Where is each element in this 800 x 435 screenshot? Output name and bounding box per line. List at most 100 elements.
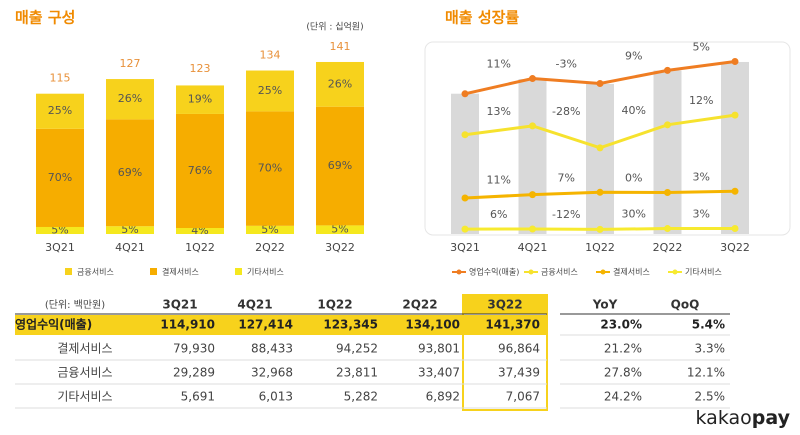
chart-title: 매출 성장률 xyxy=(445,9,519,27)
total-label: 141 xyxy=(330,40,351,53)
x-tick-label: 3Q21 xyxy=(450,241,480,254)
row-label: 결제서비스 xyxy=(57,342,112,356)
bar-segment xyxy=(106,226,154,234)
table-cell: 27.8% xyxy=(604,366,642,380)
value-label: 76% xyxy=(188,164,212,177)
series-point xyxy=(664,66,671,74)
table-header: 4Q21 xyxy=(237,298,272,312)
bar-segment xyxy=(316,106,364,226)
series-point xyxy=(664,188,671,196)
growth-label: 30% xyxy=(622,208,646,221)
row-label: 영업수익(매출) xyxy=(15,317,92,332)
value-label: 26% xyxy=(328,77,352,90)
table-cell: 114,910 xyxy=(160,318,215,332)
value-label: 5% xyxy=(331,223,348,236)
bar-segment xyxy=(316,61,364,107)
row-label: 금융서비스 xyxy=(57,366,112,380)
series-point xyxy=(529,75,536,83)
table-cell: 33,407 xyxy=(418,366,460,380)
growth-label: -3% xyxy=(556,58,577,71)
growth-label: 9% xyxy=(625,49,642,62)
growth-label: 3% xyxy=(693,170,710,183)
total-label: 127 xyxy=(120,57,141,70)
bar-segment xyxy=(316,225,364,234)
series-point xyxy=(529,191,536,199)
bar-segment xyxy=(36,93,84,129)
background-bar xyxy=(721,61,749,235)
series-point xyxy=(596,144,604,152)
bar-segment xyxy=(106,119,154,227)
legend-label: 기타서비스 xyxy=(685,268,722,277)
growth-label: 13% xyxy=(487,105,511,118)
x-tick-label: 2Q22 xyxy=(653,241,683,254)
legend-swatch xyxy=(65,268,72,275)
table-cell: 141,370 xyxy=(485,318,540,332)
legend-label: 기타서비스 xyxy=(247,268,284,277)
series-point xyxy=(461,131,469,139)
table-header: QoQ xyxy=(671,298,700,312)
series-point xyxy=(731,58,739,66)
series-point xyxy=(461,225,469,233)
legend-dot xyxy=(600,269,606,275)
series-point xyxy=(731,187,739,195)
table-cell: 29,289 xyxy=(173,366,215,380)
total-label: 123 xyxy=(190,62,211,75)
table-cell: 7,067 xyxy=(506,390,540,404)
growth-label: -12% xyxy=(552,208,580,221)
table-cell: 127,414 xyxy=(238,318,293,332)
series-point xyxy=(731,111,739,119)
bar-segment xyxy=(246,225,294,234)
bar-segment xyxy=(36,226,84,234)
value-label: 26% xyxy=(118,92,142,105)
table-cell: 5.4% xyxy=(692,318,725,332)
table-cell: 96,864 xyxy=(498,342,540,356)
x-tick-label: 4Q21 xyxy=(518,241,548,254)
legend-dot xyxy=(672,269,678,275)
series-point xyxy=(664,225,671,233)
legend-swatch xyxy=(150,268,157,275)
table-header: 1Q22 xyxy=(317,298,352,312)
growth-label: 40% xyxy=(622,104,646,117)
series-point xyxy=(461,194,469,202)
growth-label: 7% xyxy=(558,171,575,184)
legend-label: 결제서비스 xyxy=(613,267,650,277)
bar-segment xyxy=(36,128,84,227)
x-tick-label: 3Q22 xyxy=(720,241,750,254)
x-tick-label: 3Q22 xyxy=(325,241,355,254)
growth-label: 0% xyxy=(625,171,642,184)
series-point xyxy=(731,224,739,232)
value-label: 5% xyxy=(121,223,138,236)
table-cell: 24.2% xyxy=(604,390,642,404)
legend-dot xyxy=(528,269,534,275)
legend-label: 결제서비스 xyxy=(162,267,199,277)
series-point xyxy=(461,90,469,98)
value-label: 25% xyxy=(258,84,282,97)
value-label: 69% xyxy=(328,159,352,172)
row-highlight xyxy=(15,315,547,335)
plot-frame xyxy=(424,41,791,236)
table-cell: 23,811 xyxy=(336,366,378,380)
growth-label: -28% xyxy=(552,105,580,118)
value-label: 70% xyxy=(258,162,282,175)
value-label: 69% xyxy=(118,166,142,179)
brand-suffix: pay xyxy=(752,407,791,429)
background-bar xyxy=(586,83,614,234)
bar-segment xyxy=(246,111,294,226)
brand-logo: kakaopay xyxy=(696,407,791,429)
table-cell: 37,439 xyxy=(498,366,540,380)
series-point xyxy=(529,122,536,130)
value-label: 19% xyxy=(188,93,212,106)
table-header: 3Q22 xyxy=(487,298,522,312)
x-tick-label: 2Q22 xyxy=(255,241,285,254)
table-cell: 12.1% xyxy=(687,366,725,380)
table-cell: 134,100 xyxy=(405,318,460,332)
legend-label: 영업수익(매출) xyxy=(469,267,519,277)
value-label: 5% xyxy=(261,223,278,236)
brand-name: kakao xyxy=(696,407,752,429)
bar-segment xyxy=(246,70,294,112)
table-cell: 23.0% xyxy=(600,318,642,332)
growth-label: 12% xyxy=(689,94,713,107)
x-tick-label: 3Q21 xyxy=(45,241,75,254)
growth-label: 5% xyxy=(693,41,710,54)
